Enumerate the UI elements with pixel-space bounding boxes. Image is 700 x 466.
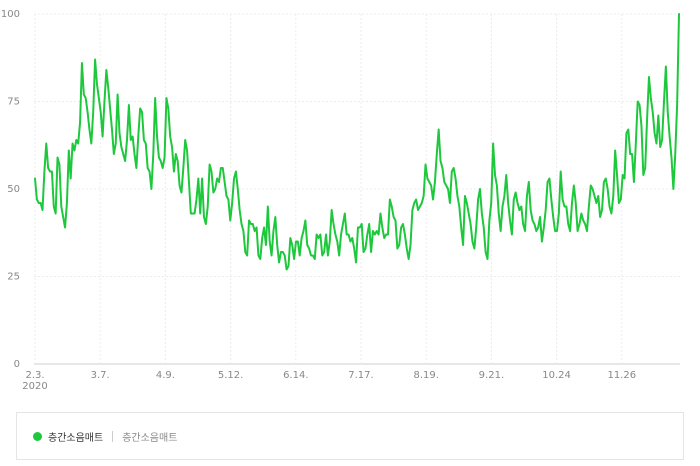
y-tick-label: 75: [7, 97, 20, 108]
x-tick-label: 2.3.: [25, 370, 44, 381]
legend-series-dot[interactable]: [33, 431, 42, 441]
y-tick-label: 100: [1, 9, 20, 20]
x-tick-label: 9.21.: [479, 370, 504, 381]
legend-secondary-label: 층간소음매트: [122, 432, 178, 444]
y-tick-label: 25: [7, 272, 20, 283]
x-tick-label: 7.17.: [348, 370, 373, 381]
legend-separator: [112, 430, 114, 442]
legend-series-label[interactable]: 층간소음매트: [48, 432, 104, 444]
x-tick-label: 3.7.: [91, 370, 110, 381]
y-tick-label: 50: [7, 184, 20, 195]
x-tick-label: 5.12.: [218, 370, 243, 381]
x-tick-label: 6.14.: [283, 370, 308, 381]
x-tick-label: 4.9.: [156, 370, 175, 381]
x-tick-label: 11.26: [607, 370, 636, 381]
series-line: [34, 13, 680, 271]
legend: 층간소음매트 층간소음매트: [16, 412, 684, 460]
x-year-label: 2020: [22, 381, 47, 392]
x-tick-label: 10.24: [542, 370, 571, 381]
x-tick-label: 8.19.: [413, 370, 438, 381]
y-tick-label: 0: [14, 359, 20, 370]
